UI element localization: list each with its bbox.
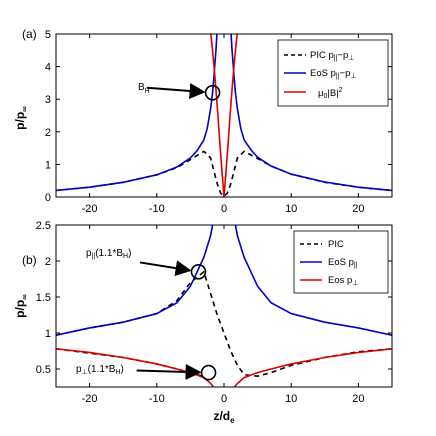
panel-b-annotation-arrow-ppar bbox=[139, 260, 192, 277]
legend-a-eos: EoS p||−p⊥ bbox=[310, 68, 356, 80]
panel-b: (b) p/p∞ -20 -10 0 10 20 0.5 1 1.5 2 2.5 p||(1.1*… bbox=[13, 220, 393, 425]
y-tick-label: 0 bbox=[45, 192, 51, 204]
x-tick-label: 20 bbox=[352, 393, 364, 405]
x-tick-label: -10 bbox=[149, 393, 165, 405]
panel-b-ylabel: p/p∞ bbox=[13, 294, 29, 318]
y-tick-label: 1.5 bbox=[36, 292, 51, 304]
panel-a: (a) p/p∞ -20 -10 0 10 20 0 1 2 3 4 5 BH PIC p||−p⊥… bbox=[13, 27, 393, 215]
panel-b-label: (b) bbox=[22, 253, 37, 267]
panel-a-label: (a) bbox=[22, 27, 37, 41]
panel-a-plot-area bbox=[56, 34, 392, 197]
panel-b-xlabel: z/de bbox=[213, 409, 235, 425]
y-tick-label: 2.5 bbox=[36, 220, 51, 232]
legend-b-eos-perp: Eos p⊥ bbox=[328, 275, 358, 287]
panel-a-ticks: -20 -10 0 10 20 0 1 2 3 4 5 bbox=[45, 29, 392, 215]
panel-b-annotation-circle-pperp bbox=[200, 364, 217, 381]
legend-b-eos-par: EoS p|| bbox=[328, 257, 358, 269]
panel-b-annotation-arrow-pperp bbox=[136, 363, 202, 380]
series-line-b-3 bbox=[56, 348, 392, 387]
y-tick-label: 1 bbox=[45, 159, 51, 171]
panel-a-legend: PIC p||−p⊥ EoS p||−p⊥ μ0|B|2 bbox=[277, 39, 389, 107]
y-tick-label: 1 bbox=[45, 328, 51, 340]
x-tick-label: -10 bbox=[149, 203, 165, 215]
y-tick-label: 5 bbox=[45, 29, 51, 41]
x-tick-label: -20 bbox=[82, 393, 98, 405]
y-tick-label: 2 bbox=[45, 256, 51, 268]
series-line-a-2 bbox=[209, 34, 239, 197]
x-tick-label: 0 bbox=[221, 203, 227, 215]
panel-a-annotation-circle bbox=[204, 84, 221, 101]
panel-b-annotation-ppar: p||(1.1*BH) bbox=[86, 248, 131, 260]
x-tick-label: -20 bbox=[82, 203, 98, 215]
panel-a-annotation-bh: BH bbox=[138, 82, 150, 95]
legend-a-pic: PIC p||−p⊥ bbox=[310, 50, 354, 62]
y-tick-label: 4 bbox=[45, 62, 51, 74]
panel-a-annotation-arrow bbox=[146, 82, 206, 99]
series-line-a-1 bbox=[56, 34, 392, 192]
x-tick-label: 10 bbox=[285, 203, 297, 215]
panel-a-axes-box bbox=[55, 33, 393, 198]
y-tick-label: 2 bbox=[45, 127, 51, 139]
y-tick-label: 0.5 bbox=[36, 364, 51, 376]
x-tick-label: 0 bbox=[221, 393, 227, 405]
series-line-b-2 bbox=[56, 225, 392, 336]
panel-b-axes-box bbox=[55, 224, 393, 388]
panel-b-legend: PIC EoS p|| Eos p⊥ bbox=[293, 230, 389, 294]
legend-b-pic: PIC bbox=[328, 239, 344, 250]
x-tick-label: 20 bbox=[352, 203, 364, 215]
y-tick-label: 3 bbox=[45, 94, 51, 106]
x-tick-label: 10 bbox=[285, 393, 297, 405]
panel-b-annotation-circle-ppar bbox=[190, 263, 207, 280]
panel-a-ylabel: p/p∞ bbox=[13, 106, 29, 130]
panel-b-annotation-pperp: p⊥(1.1*BH) bbox=[76, 364, 124, 376]
